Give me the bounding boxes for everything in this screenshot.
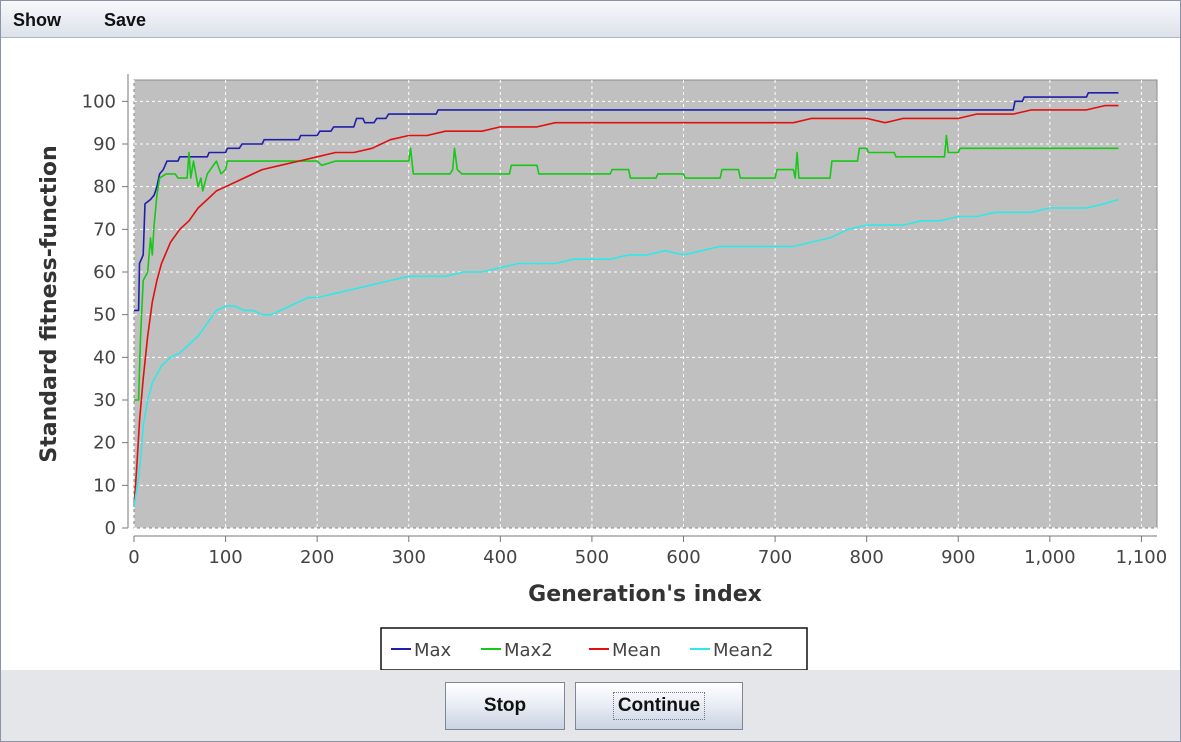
legend-label: Mean [612, 640, 661, 661]
series-line-mean2 [133, 198, 1119, 507]
x-tick-label: 700 [758, 547, 792, 568]
series-lines [133, 91, 1119, 507]
y-tick-label: 90 [93, 134, 116, 155]
series-line-max [134, 91, 1119, 312]
x-axis-label: Generation's index [528, 582, 762, 607]
x-tick-label: 600 [666, 547, 700, 568]
x-ticks: 0 100 200 300 400 500 600 700 800 900 1,000 1,100 [128, 536, 1167, 568]
x-tick-label: 800 [849, 547, 883, 568]
plot-area [133, 79, 1158, 529]
y-ticks: 0 10 20 30 40 50 60 70 80 90 100 [82, 91, 128, 539]
menu-bar: Show Save [1, 1, 1180, 38]
y-tick-label: 50 [93, 305, 116, 326]
x-tick-label: 100 [208, 547, 242, 568]
continue-button-label: Continue [612, 692, 706, 720]
chart-panel: 0 100 200 300 400 500 600 700 800 900 1,000 1,100 0… [1, 38, 1180, 671]
x-tick-label: 1,100 [1116, 547, 1168, 568]
grid-lines [133, 80, 1157, 529]
x-tick-label: 200 [300, 547, 334, 568]
legend-label: Max2 [504, 640, 553, 661]
x-tick-label: 400 [483, 547, 517, 568]
y-tick-label: 40 [93, 347, 116, 368]
x-tick-label: 300 [392, 547, 426, 568]
menu-show[interactable]: Show [13, 10, 61, 30]
x-tick-label: 500 [575, 547, 609, 568]
legend: Max Max2 Mean Mean2 [380, 627, 808, 671]
menu-save[interactable]: Save [104, 10, 147, 30]
button-bar: Stop Continue [1, 670, 1180, 741]
y-tick-label: 80 [93, 177, 116, 198]
y-tick-label: 10 [93, 475, 116, 496]
stop-button[interactable]: Stop [445, 682, 565, 730]
y-tick-label: 20 [93, 433, 116, 454]
stop-button-label: Stop [483, 695, 527, 716]
y-tick-label: 100 [82, 91, 116, 112]
series-line-mean [133, 104, 1119, 507]
y-axis-label: Standard fitness-function [37, 145, 62, 462]
y-tick-label: 60 [93, 262, 116, 283]
y-tick-label: 30 [93, 390, 116, 411]
series-line-max2 [134, 134, 1119, 401]
axes [127, 74, 1157, 537]
legend-label: Max [414, 640, 452, 661]
continue-button[interactable]: Continue [575, 682, 743, 730]
y-tick-label: 70 [93, 219, 116, 240]
x-tick-label: 900 [941, 547, 975, 568]
x-tick-label: 0 [128, 547, 139, 568]
legend-label: Mean2 [713, 640, 774, 661]
y-tick-label: 0 [105, 518, 116, 539]
x-tick-label: 1,000 [1024, 547, 1076, 568]
fitness-chart: 0 100 200 300 400 500 600 700 800 900 1,000 1,100 0… [37, 74, 1167, 671]
